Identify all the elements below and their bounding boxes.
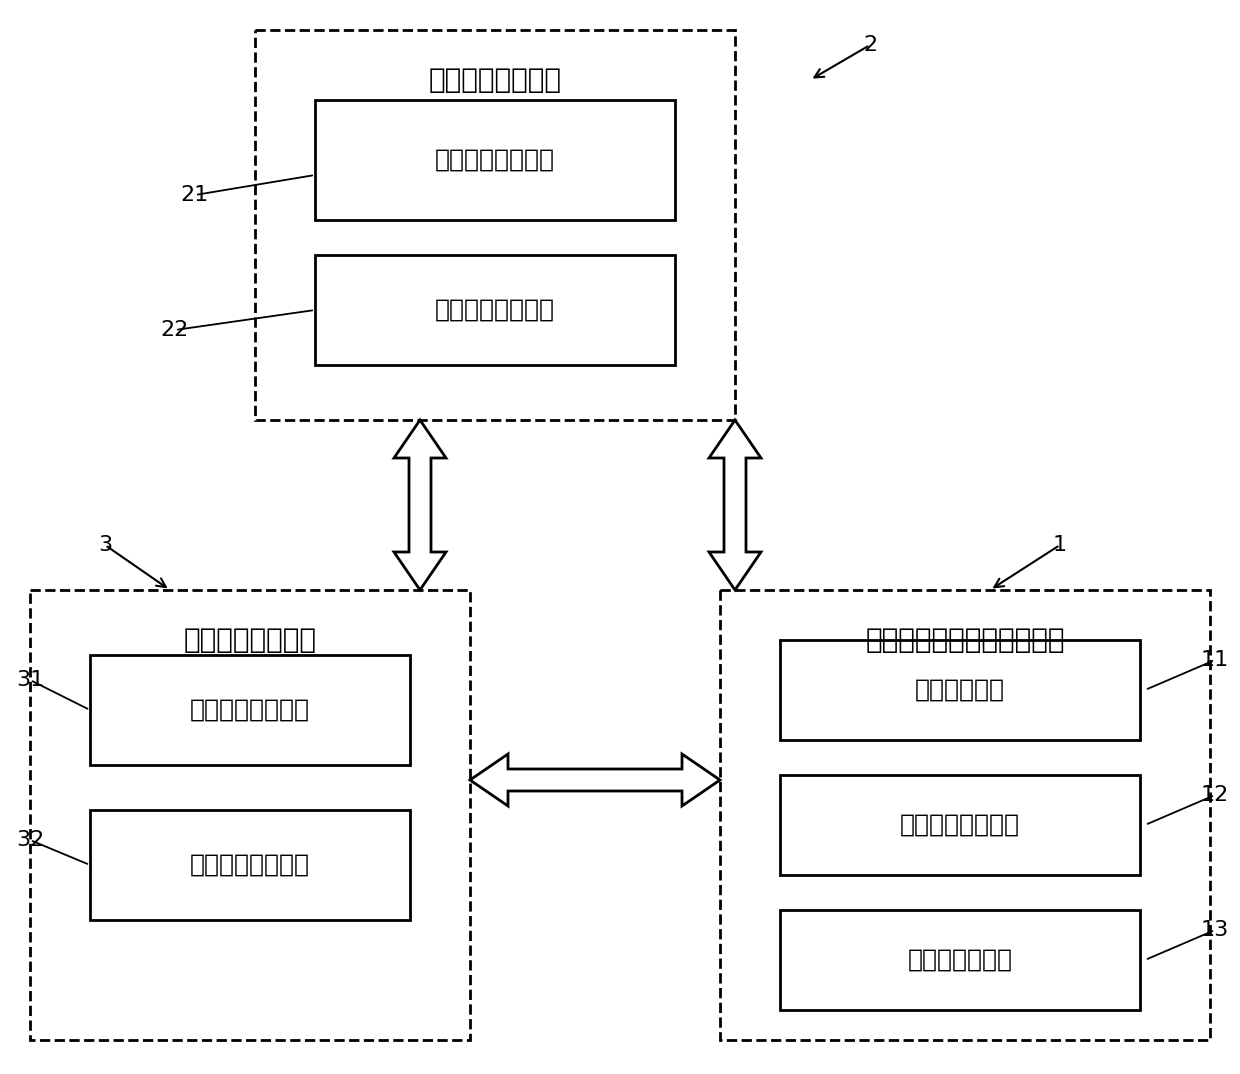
Bar	[30, 590, 470, 1040]
Text: 终端应用节点模块: 终端应用节点模块	[184, 626, 316, 654]
Text: 22: 22	[161, 320, 190, 340]
Bar	[315, 100, 675, 220]
Text: 31: 31	[16, 670, 45, 690]
Bar	[91, 655, 410, 765]
Text: 时间窗口设置单元: 时间窗口设置单元	[900, 813, 1021, 837]
Bar	[780, 775, 1140, 875]
Text: 终端应用接收单元: 终端应用接收单元	[190, 853, 310, 877]
Bar	[255, 30, 735, 420]
Text: 3: 3	[98, 535, 112, 555]
Text: 虫洞路由单元: 虫洞路由单元	[915, 678, 1004, 702]
Text: 11: 11	[1200, 650, 1229, 670]
Bar	[720, 590, 1210, 1040]
Text: 12: 12	[1200, 785, 1229, 806]
Polygon shape	[394, 420, 446, 590]
Bar	[315, 255, 675, 365]
Bar	[91, 810, 410, 920]
Text: 带时间窗口虫洞路由器模块: 带时间窗口虫洞路由器模块	[866, 626, 1065, 654]
Polygon shape	[709, 420, 761, 590]
Text: 主控节点接收单元: 主控节点接收单元	[435, 297, 556, 322]
Text: 13: 13	[1200, 920, 1229, 940]
Text: 2: 2	[863, 35, 877, 55]
Text: 21: 21	[181, 185, 210, 205]
Polygon shape	[470, 754, 720, 806]
Text: 终端应用发送单元: 终端应用发送单元	[190, 698, 310, 722]
Bar	[780, 640, 1140, 740]
Text: 1: 1	[1053, 535, 1068, 555]
Text: 数据包缓存单元: 数据包缓存单元	[908, 948, 1013, 972]
Text: 时间主控节点模块: 时间主控节点模块	[429, 66, 562, 95]
Bar	[780, 910, 1140, 1010]
Text: 时间同步控制单元: 时间同步控制单元	[435, 148, 556, 172]
Text: 32: 32	[16, 830, 45, 850]
